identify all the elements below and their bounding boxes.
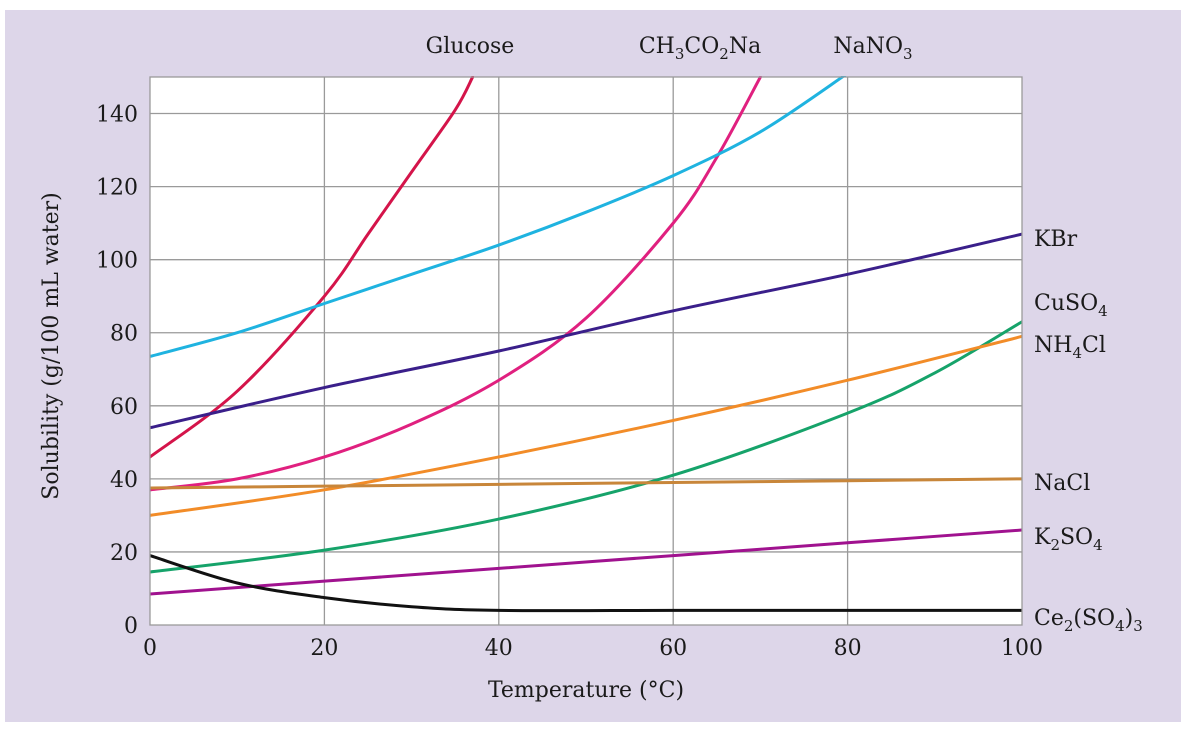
- y-axis-title: Solubility (g/100 mL water): [39, 192, 64, 499]
- x-tick-label: 0: [143, 636, 157, 661]
- series-line-ce2-so4-3: [150, 554, 1022, 613]
- series-line-ch3co2na: [150, 76, 762, 492]
- y-tick-label: 120: [96, 176, 138, 201]
- grid-layer: [150, 77, 1022, 625]
- series-line-kbr: [150, 232, 1022, 430]
- series-line-nacl: [150, 477, 1022, 490]
- y-tick-label: 60: [110, 395, 138, 420]
- y-tick-label: 20: [110, 541, 138, 566]
- plot-area: [150, 77, 1022, 625]
- series-labels: Glucose CH3CO2Na NaNO3 KBr CuSO4 NH4Cl NaCl K2S…: [426, 34, 1143, 635]
- tick-labels: 0 20 40 60 80 100 0 20 40 60 80 100 120 140: [96, 103, 1043, 661]
- y-tick-label: 100: [96, 249, 138, 274]
- y-tick-label: 0: [124, 614, 138, 639]
- x-tick-label: 40: [485, 636, 513, 661]
- y-tick-label: 40: [110, 468, 138, 493]
- x-tick-label: 20: [310, 636, 338, 661]
- plot-frame: [149, 76, 1023, 626]
- series-label-cuso4: CuSO4: [1034, 291, 1108, 320]
- series-line-nano3: [150, 76, 847, 358]
- series-label-ch3co2na: CH3CO2Na: [639, 34, 761, 63]
- x-tick-label: 80: [834, 636, 862, 661]
- series-label-k2so4: K2SO4: [1034, 525, 1103, 554]
- series-label-nh4cl: NH4Cl: [1034, 333, 1106, 362]
- series-label-glucose: Glucose: [426, 34, 515, 59]
- y-tick-label: 80: [110, 322, 138, 347]
- y-tick-label: 140: [96, 103, 138, 128]
- series-label-nacl: NaCl: [1034, 471, 1090, 496]
- series-label-ce2-so4-3: Ce2(SO4)3: [1034, 606, 1143, 635]
- x-tick-label: 60: [659, 636, 687, 661]
- series-label-nano3: NaNO3: [833, 34, 912, 63]
- series-line-nh4cl: [150, 334, 1022, 517]
- plot-border: [149, 76, 1023, 626]
- series-line-k2so4: [150, 528, 1022, 596]
- x-tick-label: 100: [1001, 636, 1043, 661]
- x-axis-title: Temperature (°C): [488, 678, 684, 703]
- series-layer: [150, 76, 1022, 613]
- series-label-kbr: KBr: [1034, 227, 1078, 252]
- series-line-glucose: [150, 76, 475, 459]
